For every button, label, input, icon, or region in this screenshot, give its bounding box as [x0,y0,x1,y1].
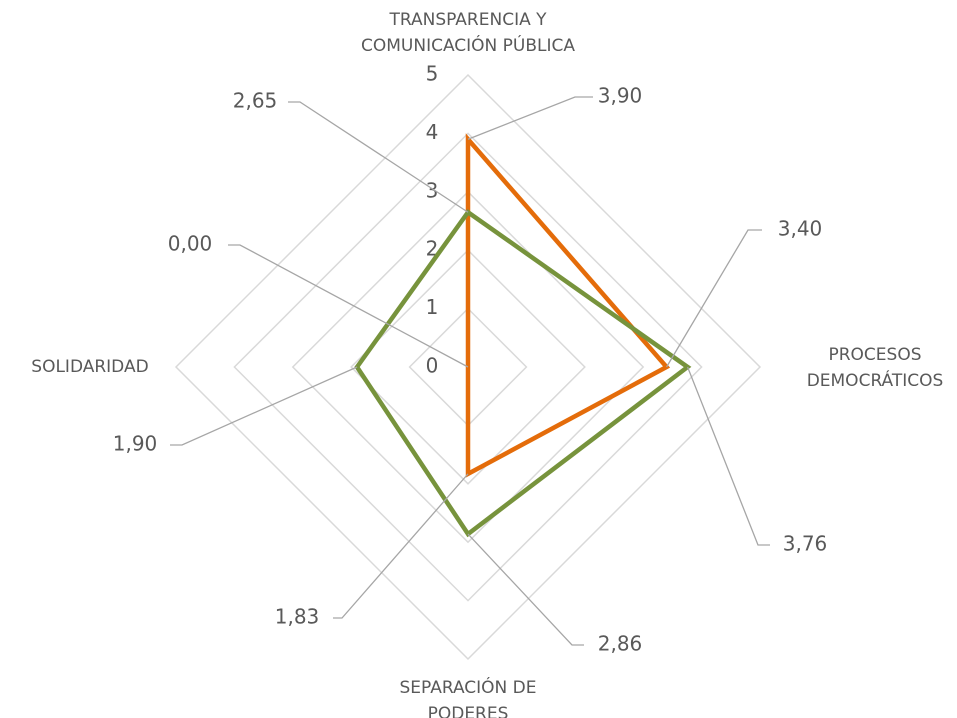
leader-line [288,101,469,213]
category-label: PROCESOS [828,345,921,365]
data-label: 0,00 [168,232,213,256]
leader-line [467,533,584,646]
series-line [465,133,671,478]
data-label: 2,65 [233,89,278,113]
r-tick-label: 5 [426,62,439,86]
leader-line [333,473,469,619]
leader-line [170,366,358,446]
grid-ring [350,249,586,485]
r-tick-label: 4 [426,120,439,144]
category-label: PODERES [428,704,509,718]
leader-line [467,96,593,140]
r-tick-label: 3 [426,178,439,202]
category-label: SOLIDARIDAD [31,357,148,377]
data-label: 1,83 [275,605,320,629]
category-label: COMUNICACIÓN PÚBLICA [361,34,575,56]
leader-line [686,366,770,546]
data-label: 3,76 [783,532,828,556]
data-label: 3,90 [598,84,643,108]
category-label: TRANSPARENCIA Y [388,10,547,30]
grid-ring [291,190,645,544]
category-label: DEMOCRÁTICOS [807,369,944,391]
data-label: 1,90 [113,432,158,456]
r-tick-label: 0 [426,354,439,378]
data-label: 3,40 [778,217,823,241]
r-tick-label: 1 [426,295,439,319]
leader-line [666,229,762,368]
grid-ring [174,73,762,661]
leader-line [228,244,469,368]
category-label: SEPARACIÓN DE [400,676,537,698]
grid-ring [233,132,703,602]
data-label: 2,86 [598,632,643,656]
